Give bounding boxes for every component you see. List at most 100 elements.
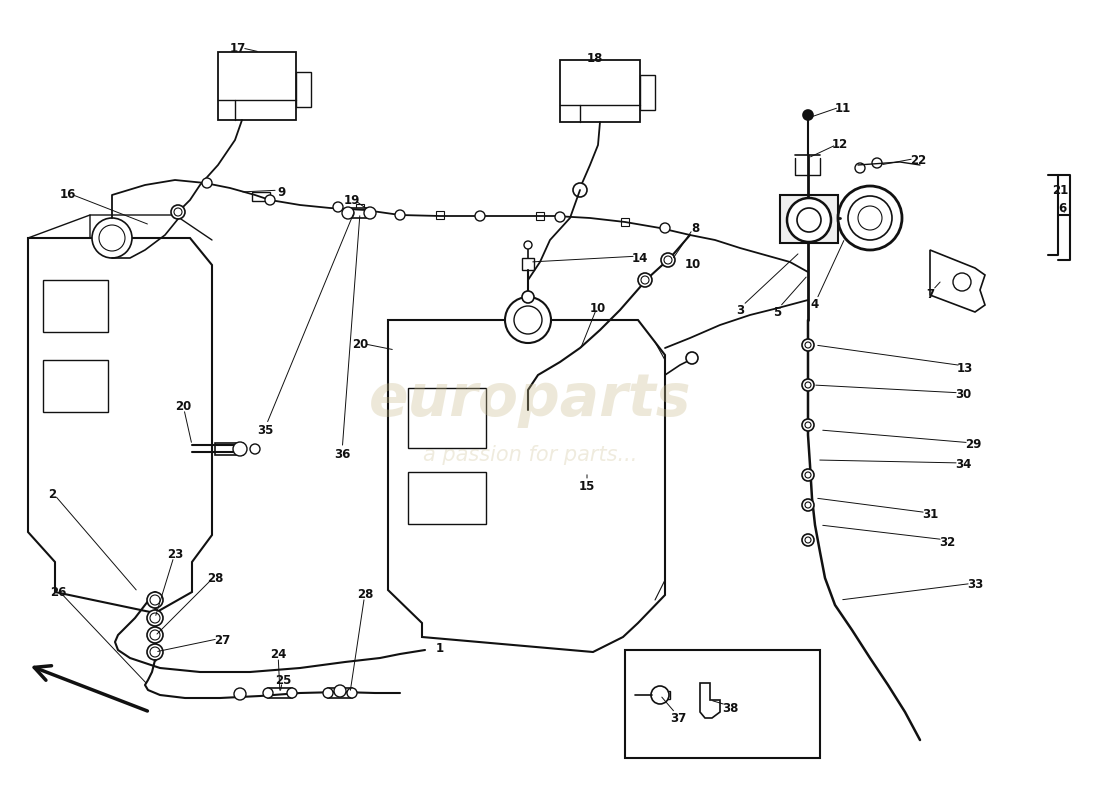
Text: 23: 23 bbox=[167, 549, 183, 562]
Circle shape bbox=[573, 183, 587, 197]
Circle shape bbox=[202, 178, 212, 188]
Bar bbox=[43, 360, 108, 412]
Text: 2: 2 bbox=[48, 489, 56, 502]
Text: 3: 3 bbox=[736, 303, 744, 317]
Circle shape bbox=[802, 534, 814, 546]
Bar bbox=[252, 192, 270, 201]
Bar bbox=[436, 211, 444, 219]
Bar bbox=[408, 388, 486, 448]
Text: 15: 15 bbox=[579, 481, 595, 494]
Text: 28: 28 bbox=[356, 589, 373, 602]
Circle shape bbox=[786, 198, 830, 242]
Circle shape bbox=[234, 688, 246, 700]
Circle shape bbox=[147, 592, 163, 608]
Text: 38: 38 bbox=[722, 702, 738, 714]
Circle shape bbox=[522, 291, 534, 303]
Circle shape bbox=[265, 195, 275, 205]
Text: 24: 24 bbox=[270, 649, 286, 662]
Text: 26: 26 bbox=[50, 586, 66, 598]
Bar bbox=[640, 75, 654, 110]
Circle shape bbox=[686, 352, 698, 364]
Bar bbox=[214, 443, 243, 455]
Text: 22: 22 bbox=[910, 154, 926, 166]
Circle shape bbox=[287, 688, 297, 698]
Circle shape bbox=[147, 610, 163, 626]
Circle shape bbox=[802, 339, 814, 351]
Bar bbox=[780, 195, 838, 243]
Text: 18: 18 bbox=[586, 51, 603, 65]
Text: 9: 9 bbox=[278, 186, 286, 199]
Circle shape bbox=[524, 241, 532, 249]
Text: 6: 6 bbox=[1058, 202, 1066, 214]
Text: 19: 19 bbox=[344, 194, 360, 206]
Circle shape bbox=[364, 207, 376, 219]
Circle shape bbox=[556, 212, 565, 222]
Text: 13: 13 bbox=[957, 362, 974, 374]
Bar bbox=[348, 208, 370, 218]
Text: 36: 36 bbox=[333, 449, 350, 462]
Bar bbox=[522, 258, 534, 270]
Text: 12: 12 bbox=[832, 138, 848, 151]
Circle shape bbox=[395, 210, 405, 220]
Circle shape bbox=[323, 688, 333, 698]
Text: 4: 4 bbox=[811, 298, 819, 311]
Circle shape bbox=[651, 686, 669, 704]
Bar bbox=[652, 691, 670, 699]
Circle shape bbox=[661, 253, 675, 267]
Text: 34: 34 bbox=[955, 458, 971, 471]
Text: 10: 10 bbox=[590, 302, 606, 314]
Circle shape bbox=[263, 688, 273, 698]
Text: 20: 20 bbox=[352, 338, 368, 351]
Circle shape bbox=[505, 297, 551, 343]
Circle shape bbox=[346, 688, 358, 698]
Circle shape bbox=[147, 644, 163, 660]
Text: 31: 31 bbox=[922, 509, 938, 522]
Circle shape bbox=[802, 499, 814, 511]
Circle shape bbox=[475, 211, 485, 221]
Text: 11: 11 bbox=[835, 102, 851, 114]
Text: 17: 17 bbox=[230, 42, 246, 54]
Circle shape bbox=[638, 273, 652, 287]
Text: 1: 1 bbox=[436, 642, 444, 654]
Circle shape bbox=[803, 110, 813, 120]
Text: 29: 29 bbox=[965, 438, 981, 451]
Circle shape bbox=[170, 205, 185, 219]
Circle shape bbox=[333, 202, 343, 212]
Bar bbox=[328, 688, 352, 698]
Bar bbox=[536, 212, 544, 220]
Polygon shape bbox=[28, 238, 212, 613]
Text: a passion for parts...: a passion for parts... bbox=[422, 445, 637, 465]
Text: 10: 10 bbox=[685, 258, 701, 271]
Bar bbox=[625, 650, 820, 758]
Text: 5: 5 bbox=[773, 306, 781, 318]
Bar bbox=[43, 280, 108, 332]
Bar bbox=[621, 218, 629, 226]
Polygon shape bbox=[930, 250, 984, 312]
Circle shape bbox=[660, 223, 670, 233]
Circle shape bbox=[342, 207, 354, 219]
Bar bbox=[268, 688, 292, 698]
Text: 30: 30 bbox=[955, 389, 971, 402]
Text: 33: 33 bbox=[967, 578, 983, 591]
Text: 7: 7 bbox=[926, 289, 934, 302]
Text: 32: 32 bbox=[939, 535, 955, 549]
Circle shape bbox=[802, 469, 814, 481]
Circle shape bbox=[334, 685, 346, 697]
Bar bbox=[296, 72, 311, 107]
Circle shape bbox=[802, 419, 814, 431]
Text: 21: 21 bbox=[1052, 183, 1068, 197]
Text: 28: 28 bbox=[207, 571, 223, 585]
Text: 14: 14 bbox=[631, 251, 648, 265]
Bar bbox=[560, 60, 640, 122]
Circle shape bbox=[872, 158, 882, 168]
Bar bbox=[408, 472, 486, 524]
Polygon shape bbox=[388, 320, 666, 652]
Circle shape bbox=[855, 163, 865, 173]
Circle shape bbox=[233, 442, 248, 456]
Text: 16: 16 bbox=[59, 189, 76, 202]
Circle shape bbox=[838, 186, 902, 250]
Circle shape bbox=[92, 218, 132, 258]
Polygon shape bbox=[700, 683, 720, 718]
Circle shape bbox=[802, 379, 814, 391]
Text: 35: 35 bbox=[256, 423, 273, 437]
